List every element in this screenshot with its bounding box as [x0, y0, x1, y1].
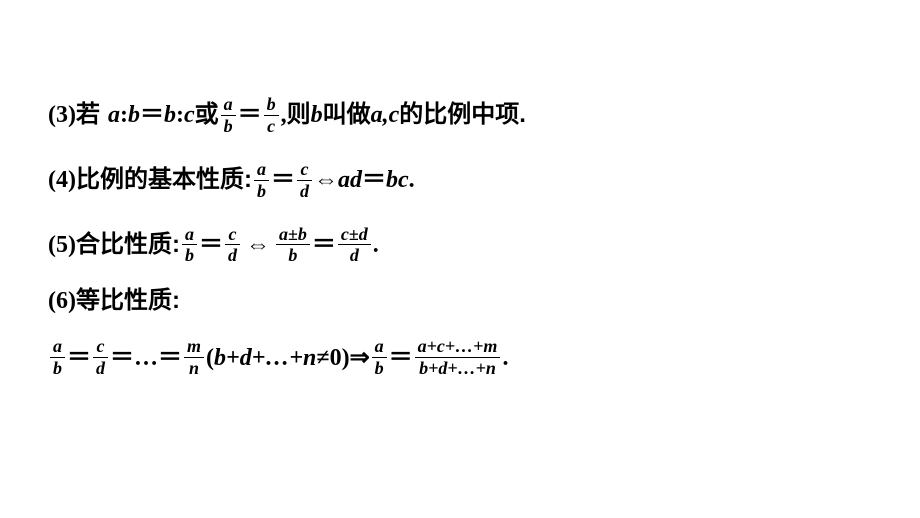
- implies-symbol: ⇒: [350, 346, 370, 370]
- denominator: d: [347, 246, 362, 265]
- denominator: d: [225, 246, 240, 265]
- denominator: b: [221, 117, 236, 136]
- numerator: a: [50, 337, 65, 356]
- colon: :: [176, 103, 184, 127]
- denominator: b: [285, 246, 300, 265]
- product-ad: ad: [338, 168, 362, 192]
- fraction-sum-acm-over-sum-bdn: a+c+…+m b+d+…+n: [415, 337, 501, 378]
- var-b: b: [311, 103, 323, 127]
- equals: ＝: [238, 103, 262, 127]
- text: 的比例中项.: [399, 103, 526, 127]
- var-c: c: [184, 103, 195, 127]
- numerator: a: [182, 225, 197, 244]
- equals: ＝: [140, 103, 164, 127]
- fraction-m-over-n: m n: [184, 337, 204, 378]
- fraction-a-over-b: a b: [221, 95, 236, 136]
- numerator: a±b: [276, 225, 310, 244]
- text: 比例的基本性质:: [76, 168, 252, 192]
- fraction-c-over-d: c d: [225, 225, 240, 266]
- fraction-a-over-b: a b: [50, 337, 65, 378]
- neq-symbol: ≠: [316, 346, 329, 370]
- text: 等比性质:: [76, 289, 180, 313]
- line-3: (3) 若 a : b ＝ b : c 或 a b ＝ b c , 则 b 叫做…: [48, 95, 872, 136]
- lparen: (: [206, 346, 214, 370]
- numerator: c±d: [338, 225, 371, 244]
- vars-ac: a,c: [371, 103, 400, 127]
- ellipsis: …: [134, 346, 158, 370]
- numerator: c: [297, 160, 311, 179]
- line-6-body: a b ＝ c d ＝ … ＝ m n ( b+d+…+n ≠ 0 ) ⇒ a …: [48, 337, 872, 378]
- zero: 0: [330, 346, 342, 370]
- equals: ＝: [389, 346, 413, 370]
- sum-bdn: b+d+…+n: [214, 346, 316, 370]
- denominator: b: [50, 359, 65, 378]
- fraction-cpm-d-over-d: c±d d: [338, 225, 371, 266]
- item-number: (4): [48, 168, 76, 192]
- rparen: ): [342, 346, 350, 370]
- product-bc: bc: [386, 168, 409, 192]
- colon: :: [120, 103, 128, 127]
- fraction-apm-b-over-b: a±b b: [276, 225, 310, 266]
- equals: ＝: [312, 233, 336, 257]
- line-6-heading: (6) 等比性质:: [48, 289, 872, 313]
- fraction-a-over-b: a b: [182, 225, 197, 266]
- numerator: a+c+…+m: [415, 337, 501, 356]
- denominator: b: [254, 182, 269, 201]
- equals: ＝: [110, 346, 134, 370]
- denominator: b+d+…+n: [416, 359, 499, 378]
- fraction-c-over-d: c d: [297, 160, 312, 201]
- numerator: a: [254, 160, 269, 179]
- equals: ＝: [158, 346, 182, 370]
- text: 合比性质:: [76, 233, 180, 257]
- fraction-a-over-b: a b: [254, 160, 269, 201]
- fraction-a-over-b: a b: [372, 337, 387, 378]
- iff-symbol: ⇔: [246, 233, 270, 257]
- denominator: c: [264, 117, 278, 136]
- equals: ＝: [271, 168, 295, 192]
- equals: ＝: [362, 168, 386, 192]
- denominator: b: [372, 359, 387, 378]
- period: .: [373, 233, 379, 257]
- denominator: b: [182, 246, 197, 265]
- denominator: d: [297, 182, 312, 201]
- numerator: a: [372, 337, 387, 356]
- text: 叫做: [323, 103, 371, 127]
- numerator: b: [264, 95, 279, 114]
- item-number: (6): [48, 289, 76, 313]
- var-b: b: [128, 103, 140, 127]
- text: 若: [76, 103, 100, 127]
- equals: ＝: [67, 346, 91, 370]
- denominator: d: [93, 359, 108, 378]
- line-5: (5) 合比性质: a b ＝ c d ⇔ a±b b ＝ c±d d .: [48, 225, 872, 266]
- text: 则: [287, 103, 311, 127]
- iff-symbol: ⇔: [314, 168, 338, 192]
- numerator: a: [221, 95, 236, 114]
- denominator: n: [186, 359, 202, 378]
- item-number: (5): [48, 233, 76, 257]
- equals: ＝: [199, 233, 223, 257]
- var-b: b: [164, 103, 176, 127]
- fraction-c-over-d: c d: [93, 337, 108, 378]
- numerator: c: [94, 337, 108, 356]
- period: .: [502, 346, 508, 370]
- numerator: c: [225, 225, 239, 244]
- item-number: (3): [48, 103, 76, 127]
- period: .: [409, 168, 415, 192]
- numerator: m: [184, 337, 204, 356]
- text: 或: [195, 103, 219, 127]
- math-content: (3) 若 a : b ＝ b : c 或 a b ＝ b c , 则 b 叫做…: [48, 95, 872, 378]
- fraction-b-over-c: b c: [264, 95, 279, 136]
- var-a: a: [108, 103, 120, 127]
- line-4: (4) 比例的基本性质: a b ＝ c d ⇔ ad ＝ bc .: [48, 160, 872, 201]
